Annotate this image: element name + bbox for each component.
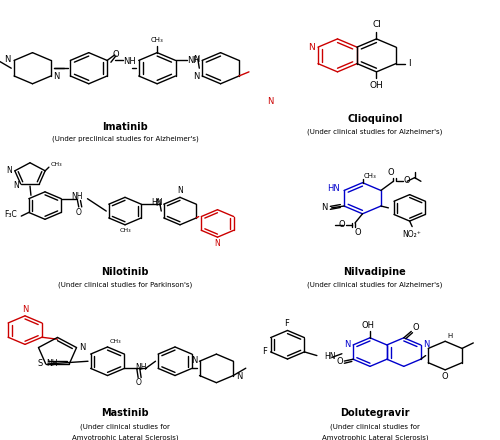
- Text: N: N: [79, 343, 86, 352]
- Text: CH₃: CH₃: [151, 37, 164, 44]
- Text: N: N: [190, 356, 197, 365]
- Text: O: O: [112, 50, 119, 59]
- Text: OH: OH: [361, 322, 374, 330]
- Text: O: O: [388, 168, 394, 177]
- Text: Nilvadipine: Nilvadipine: [344, 267, 406, 276]
- Text: NH: NH: [187, 56, 200, 65]
- Text: O: O: [442, 372, 448, 381]
- Text: (Under clinical studies for: (Under clinical studies for: [80, 424, 170, 430]
- Text: N: N: [193, 73, 199, 81]
- Text: N: N: [308, 43, 315, 51]
- Text: CH₃: CH₃: [110, 339, 122, 344]
- Text: HN: HN: [328, 184, 340, 193]
- Text: H: H: [448, 333, 453, 338]
- Text: HN: HN: [151, 198, 162, 207]
- Text: F₃C: F₃C: [4, 210, 17, 219]
- Text: Clioquinol: Clioquinol: [347, 114, 403, 125]
- Text: (Under clinical studies for Alzheimer's): (Under clinical studies for Alzheimer's): [308, 128, 442, 135]
- Text: N: N: [156, 199, 162, 208]
- Text: O: O: [404, 176, 410, 185]
- Text: CH₃: CH₃: [50, 162, 62, 167]
- Text: O: O: [354, 227, 361, 237]
- Text: N: N: [193, 55, 199, 64]
- Text: HN: HN: [324, 352, 336, 361]
- Text: N: N: [214, 239, 220, 248]
- Text: Amyotrophic Lateral Sclerosis): Amyotrophic Lateral Sclerosis): [72, 434, 178, 440]
- Text: I: I: [408, 59, 411, 68]
- Text: N: N: [54, 73, 60, 81]
- Text: F: F: [284, 319, 288, 328]
- Text: CH₃: CH₃: [364, 173, 376, 179]
- Text: (Under clinical studies for: (Under clinical studies for: [330, 424, 420, 430]
- Text: NH: NH: [136, 363, 147, 372]
- Text: N: N: [236, 372, 242, 381]
- Text: O: O: [336, 356, 343, 366]
- Text: NO₂⁺: NO₂⁺: [402, 230, 421, 239]
- Text: N: N: [344, 341, 350, 349]
- Text: O: O: [412, 323, 419, 332]
- Text: O: O: [135, 378, 141, 388]
- Text: CH₃: CH₃: [119, 227, 131, 233]
- Text: S: S: [38, 359, 43, 368]
- Text: NH: NH: [124, 57, 136, 66]
- Text: O: O: [76, 208, 82, 217]
- Text: OH: OH: [370, 81, 384, 90]
- Text: Mastinib: Mastinib: [101, 407, 149, 418]
- Text: Cl: Cl: [372, 20, 381, 29]
- Text: Dolutegravir: Dolutegravir: [340, 407, 410, 418]
- Text: NH: NH: [46, 359, 58, 367]
- Text: (Under preclinical studies for Alzheimer's): (Under preclinical studies for Alzheimer…: [52, 136, 199, 142]
- Text: N: N: [6, 166, 12, 175]
- Text: Amyotrophic Lateral Sclerosis): Amyotrophic Lateral Sclerosis): [322, 434, 428, 440]
- Text: O: O: [338, 220, 345, 229]
- Text: N: N: [423, 340, 430, 348]
- Text: N: N: [4, 55, 10, 64]
- Text: F: F: [262, 348, 267, 356]
- Text: N: N: [14, 181, 20, 190]
- Text: (Under clinical studies for Alzheimer's): (Under clinical studies for Alzheimer's): [308, 281, 442, 288]
- Text: Imatinib: Imatinib: [102, 122, 148, 132]
- Text: NH: NH: [71, 192, 83, 202]
- Text: N: N: [22, 305, 28, 314]
- Text: N: N: [177, 187, 183, 195]
- Text: Nilotinib: Nilotinib: [101, 267, 149, 276]
- Text: (Under clinical studies for Parkinson's): (Under clinical studies for Parkinson's): [58, 281, 192, 288]
- Text: N: N: [322, 203, 328, 213]
- Text: N: N: [267, 97, 274, 106]
